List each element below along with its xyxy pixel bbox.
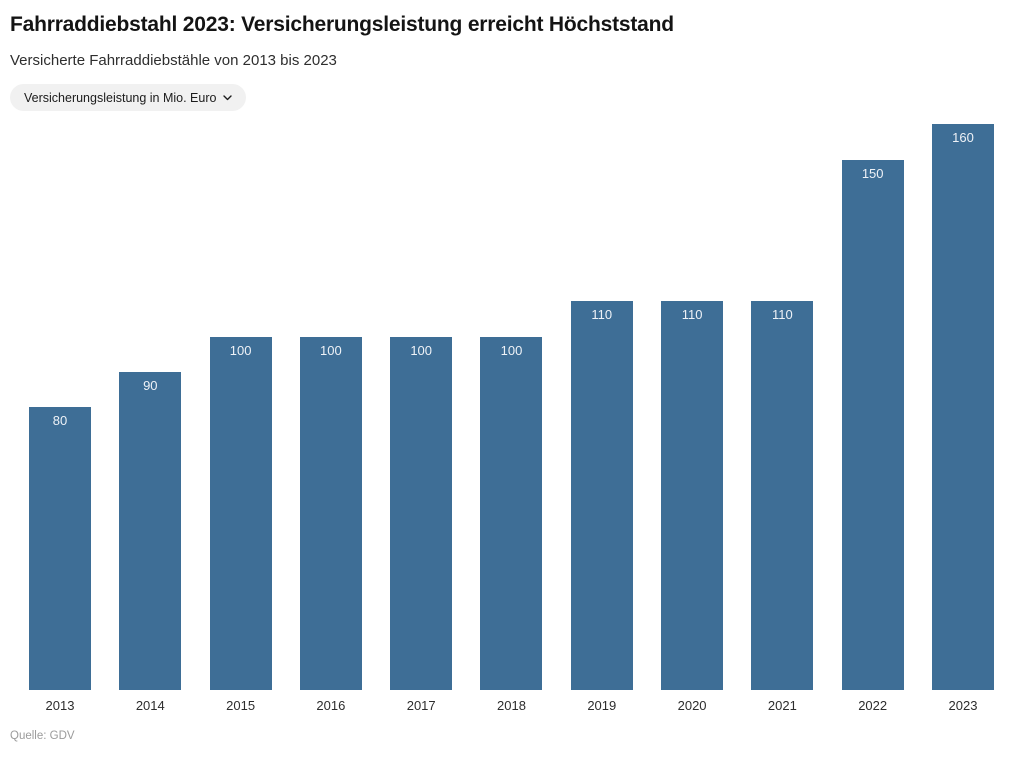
metric-dropdown[interactable]: Versicherungsleistung in Mio. Euro [10,84,247,112]
x-axis-label: 2020 [677,698,707,714]
bar-value-label: 110 [591,307,613,323]
x-axis-label: 2018 [497,698,526,714]
bar: 110 [570,301,633,691]
bar-value-label: 150 [861,165,884,181]
bar-column: 80 [29,124,91,691]
bar-chart: 80 90 100 100 100 100 110 110 110 150 160 2013 2014… [29,124,994,712]
x-axis-label: 2019 [587,698,617,714]
metric-dropdown-label: Versicherungsleistung in Mio. Euro [24,90,217,105]
bar: 100 [299,336,362,691]
x-axis-label: 2016 [316,698,346,714]
bar-value-label: 80 [52,413,68,429]
x-axis-label: 2015 [226,698,256,714]
bar: 100 [390,336,453,691]
chevron-down-icon [223,95,233,101]
source-note: Quelle: GDV [10,730,75,743]
bar-value-label: 110 [772,307,793,323]
bar-column: 110 [661,124,724,691]
bar-column: 110 [570,124,633,691]
x-axis-label: 2021 [767,698,797,714]
bar: 110 [751,301,814,691]
x-axis: 2013 2014 2015 2016 2017 2018 2019 2020 2021 2022… [29,699,994,712]
bar-column: 100 [299,124,362,691]
bars-container: 80 90 100 100 100 100 110 110 110 150 160 [29,124,994,691]
bar: 80 [29,407,91,691]
bar-value-label: 90 [143,378,158,394]
bar-value-label: 100 [500,342,523,358]
bar-column: 150 [841,124,904,691]
bar: 160 [931,124,994,691]
bar-value-label: 100 [410,342,433,358]
bar-column: 90 [119,124,182,691]
x-axis-label: 2017 [406,698,436,714]
page-title: Fahrraddiebstahl 2023: Versicherungsleis… [10,13,674,36]
bar-column: 100 [480,124,543,691]
x-axis-label: 2013 [45,698,75,714]
x-axis-label: 2014 [135,698,165,714]
page: Fahrraddiebstahl 2023: Versicherungsleis… [0,12,1024,780]
bar-value-label: 100 [320,342,342,358]
bar: 90 [119,372,182,691]
bar: 150 [841,159,904,691]
bar-value-label: 160 [952,130,974,146]
bar-value-label: 110 [681,307,703,323]
bar: 100 [480,336,543,691]
bar: 110 [661,301,724,691]
bar-column: 100 [390,124,453,691]
bar-column: 160 [931,124,994,691]
bar-column: 110 [751,124,814,691]
x-axis-label: 2023 [948,698,978,714]
bar: 100 [209,336,272,691]
x-axis-label: 2022 [858,698,888,714]
chart-subtitle: Versicherte Fahrraddiebstähle von 2013 b… [10,52,337,70]
bar-value-label: 100 [229,342,252,358]
bar-column: 100 [209,124,272,691]
